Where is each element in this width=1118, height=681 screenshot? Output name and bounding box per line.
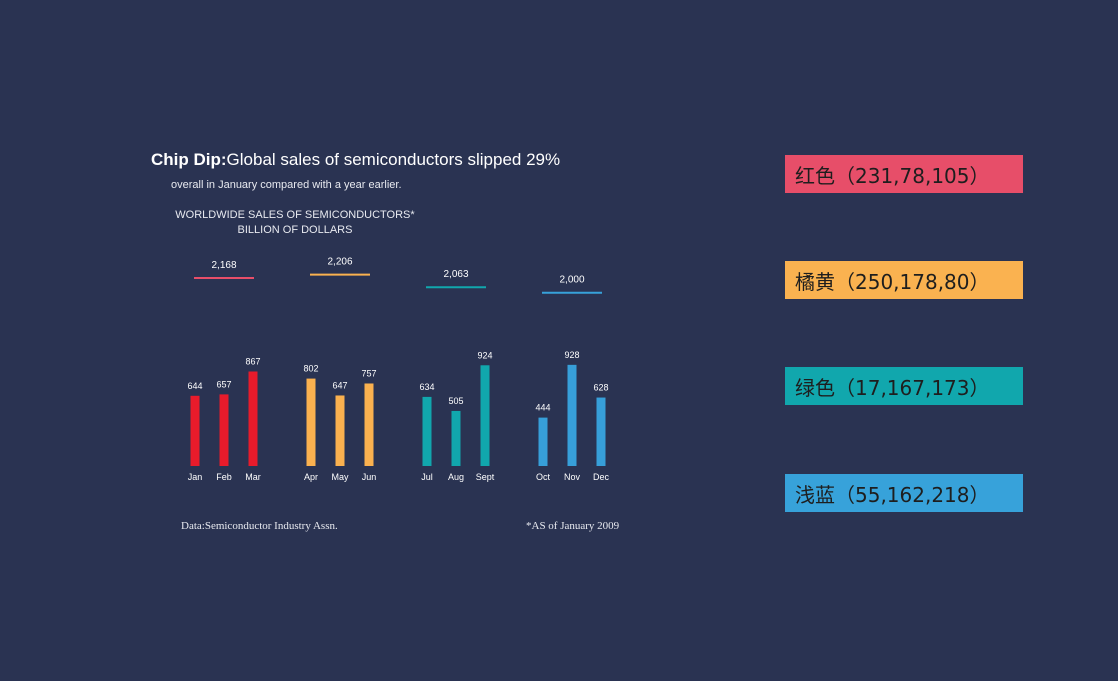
tick-label: Jan bbox=[188, 472, 203, 482]
bar-feb bbox=[219, 394, 229, 466]
bar-nov bbox=[567, 364, 577, 466]
data-label: 924 bbox=[477, 350, 492, 360]
bar-aug bbox=[451, 410, 461, 466]
data-label: 802 bbox=[303, 364, 318, 374]
bar-may bbox=[335, 395, 345, 466]
source-note: Data:Semiconductor Industry Assn. bbox=[181, 520, 338, 532]
data-label: 867 bbox=[245, 356, 260, 366]
bar-oct bbox=[538, 417, 548, 466]
data-label: 657 bbox=[216, 379, 231, 389]
tick-label: Mar bbox=[245, 472, 261, 482]
bar-sept bbox=[480, 365, 490, 466]
swatch-light-blue: 浅蓝（55,162,218） bbox=[785, 474, 1023, 512]
tick-label: Dec bbox=[593, 472, 610, 482]
title-bold: Chip Dip: bbox=[151, 150, 227, 169]
footnote: *AS of January 2009 bbox=[526, 520, 620, 532]
quarter-total-label: 2,063 bbox=[443, 269, 468, 280]
bar-jan bbox=[190, 395, 200, 466]
swatch-red: 红色（231,78,105） bbox=[785, 155, 1023, 193]
page-title: Chip Dip:Global sales of semiconductors … bbox=[151, 150, 560, 170]
tick-label: May bbox=[331, 472, 349, 482]
chart-title: WORLDWIDE SALES OF SEMICONDUCTORS* bbox=[175, 209, 415, 221]
data-label: 757 bbox=[361, 368, 376, 378]
bar-dec bbox=[596, 397, 606, 466]
bar-chart: 644 Jan 657 Feb 867 Mar 802 Apr 647 May 757 Jun 634 J… bbox=[187, 257, 610, 482]
data-label: 644 bbox=[187, 381, 202, 391]
bar-apr bbox=[306, 378, 316, 466]
quarter-total-label: 2,168 bbox=[211, 260, 236, 271]
tick-label: Nov bbox=[564, 472, 581, 482]
quarter-total-label: 2,206 bbox=[327, 257, 352, 268]
tick-label: Jun bbox=[362, 472, 377, 482]
tick-label: Oct bbox=[536, 472, 551, 482]
bar-jun bbox=[364, 383, 374, 466]
data-label: 505 bbox=[448, 396, 463, 406]
tick-label: Feb bbox=[216, 472, 232, 482]
data-label: 928 bbox=[564, 350, 579, 360]
quarter-total-label: 2,000 bbox=[559, 275, 584, 286]
swatch-green: 绿色（17,167,173） bbox=[785, 367, 1023, 405]
tick-label: Apr bbox=[304, 472, 318, 482]
bar-mar bbox=[248, 371, 258, 466]
chart-unit: BILLION OF DOLLARS bbox=[237, 224, 353, 236]
data-label: 634 bbox=[419, 382, 434, 392]
subtitle: overall in January compared with a year … bbox=[171, 179, 402, 191]
data-label: 647 bbox=[332, 380, 347, 390]
bar-jul bbox=[422, 396, 432, 466]
chart-header: WORLDWIDE SALES OF SEMICONDUCTORS* BILLI… bbox=[150, 208, 440, 238]
tick-label: Aug bbox=[448, 472, 464, 482]
data-label: 444 bbox=[535, 403, 550, 413]
title-rest: Global sales of semiconductors slipped 2… bbox=[226, 150, 561, 169]
tick-label: Sept bbox=[476, 472, 495, 482]
tick-label: Jul bbox=[421, 472, 433, 482]
data-label: 628 bbox=[593, 383, 608, 393]
swatch-orange: 橘黄（250,178,80） bbox=[785, 261, 1023, 299]
